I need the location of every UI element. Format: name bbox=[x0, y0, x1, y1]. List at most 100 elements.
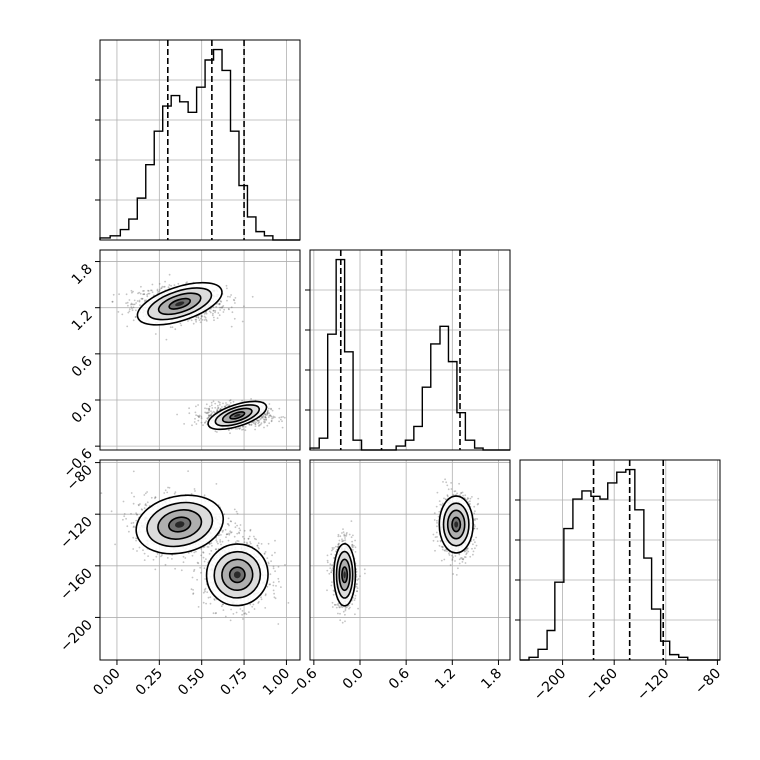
sample-point bbox=[465, 553, 468, 556]
sample-point bbox=[244, 426, 247, 428]
sample-point bbox=[253, 608, 256, 610]
sample-point bbox=[253, 537, 256, 540]
sample-point bbox=[200, 421, 203, 424]
sample-point bbox=[121, 313, 124, 316]
sample-point bbox=[167, 286, 170, 288]
sample-point bbox=[226, 403, 229, 406]
sample-point bbox=[143, 299, 146, 302]
sample-point bbox=[188, 412, 191, 415]
sample-point bbox=[268, 403, 271, 405]
sample-point bbox=[204, 316, 207, 319]
sample-point bbox=[348, 607, 350, 610]
sample-point bbox=[441, 545, 444, 548]
sample-point bbox=[209, 414, 212, 417]
sample-point bbox=[183, 423, 186, 425]
sample-point bbox=[229, 432, 231, 435]
sample-point bbox=[247, 537, 250, 540]
sample-point bbox=[135, 519, 138, 522]
sample-point bbox=[243, 537, 246, 540]
sample-point bbox=[205, 412, 208, 414]
sample-point bbox=[258, 425, 260, 427]
sample-point bbox=[277, 565, 280, 568]
grid-layer bbox=[100, 40, 720, 660]
sample-point bbox=[221, 540, 224, 543]
sample-point bbox=[330, 569, 333, 571]
sample-point bbox=[143, 293, 146, 295]
sample-point bbox=[210, 414, 212, 417]
sample-point bbox=[466, 498, 468, 501]
sample-point bbox=[263, 418, 265, 421]
sample-point bbox=[209, 543, 211, 545]
sample-point bbox=[266, 411, 269, 413]
sample-point bbox=[134, 316, 137, 318]
sample-point bbox=[270, 407, 272, 410]
sample-point bbox=[258, 421, 260, 424]
sample-point bbox=[475, 544, 478, 547]
sample-point bbox=[226, 533, 229, 535]
sample-point bbox=[179, 322, 182, 325]
sample-point bbox=[444, 549, 447, 552]
sample-point bbox=[466, 497, 469, 499]
sample-point bbox=[469, 497, 472, 500]
sample-point bbox=[264, 594, 267, 597]
sample-point bbox=[142, 293, 145, 296]
sample-point bbox=[123, 513, 126, 515]
sample-point bbox=[256, 544, 259, 547]
sample-point bbox=[248, 535, 251, 538]
sample-point bbox=[200, 548, 203, 550]
sample-point bbox=[456, 492, 458, 495]
sample-point bbox=[161, 285, 164, 288]
sample-point bbox=[214, 311, 217, 314]
sample-point bbox=[198, 319, 201, 321]
sample-point bbox=[221, 306, 224, 309]
sample-point bbox=[252, 603, 255, 606]
sample-point bbox=[221, 531, 224, 533]
sample-point bbox=[438, 544, 441, 547]
sample-point bbox=[351, 540, 353, 543]
sample-point bbox=[461, 491, 464, 494]
sample-point bbox=[228, 532, 231, 535]
sample-point bbox=[264, 413, 267, 416]
sample-point bbox=[275, 585, 277, 587]
sample-point bbox=[354, 613, 356, 616]
sample-point bbox=[133, 303, 136, 306]
sample-point bbox=[187, 470, 190, 472]
sample-point bbox=[279, 418, 282, 421]
sample-point bbox=[193, 551, 196, 554]
sample-point bbox=[277, 577, 280, 580]
sample-point bbox=[436, 536, 438, 538]
sample-point bbox=[264, 421, 267, 423]
sample-point bbox=[168, 284, 171, 286]
sample-point bbox=[130, 289, 133, 292]
sample-point bbox=[258, 547, 260, 550]
sample-point bbox=[200, 315, 203, 317]
sample-point bbox=[452, 556, 454, 558]
sample-point bbox=[461, 558, 464, 560]
sample-point bbox=[236, 428, 239, 430]
sample-point bbox=[173, 284, 176, 286]
sample-point bbox=[329, 567, 332, 569]
sample-point bbox=[131, 309, 134, 312]
sample-point bbox=[235, 510, 238, 513]
sample-point bbox=[444, 498, 447, 500]
sample-point bbox=[229, 402, 232, 404]
sample-point bbox=[231, 311, 234, 314]
density-group bbox=[326, 478, 480, 624]
sample-point bbox=[222, 305, 225, 307]
sample-point bbox=[211, 412, 214, 414]
sample-point bbox=[342, 539, 345, 542]
sample-point bbox=[211, 544, 213, 547]
sample-point bbox=[352, 544, 355, 547]
sample-point bbox=[260, 422, 263, 425]
sample-point bbox=[200, 417, 203, 420]
sample-point bbox=[138, 291, 141, 294]
sample-point bbox=[135, 512, 138, 514]
sample-point bbox=[257, 422, 260, 425]
sample-point bbox=[270, 420, 273, 423]
sample-point bbox=[205, 558, 207, 561]
sample-point bbox=[158, 283, 161, 285]
sample-point bbox=[201, 315, 204, 317]
sample-point bbox=[214, 612, 217, 615]
sample-point bbox=[110, 510, 113, 513]
sample-point bbox=[219, 300, 222, 302]
